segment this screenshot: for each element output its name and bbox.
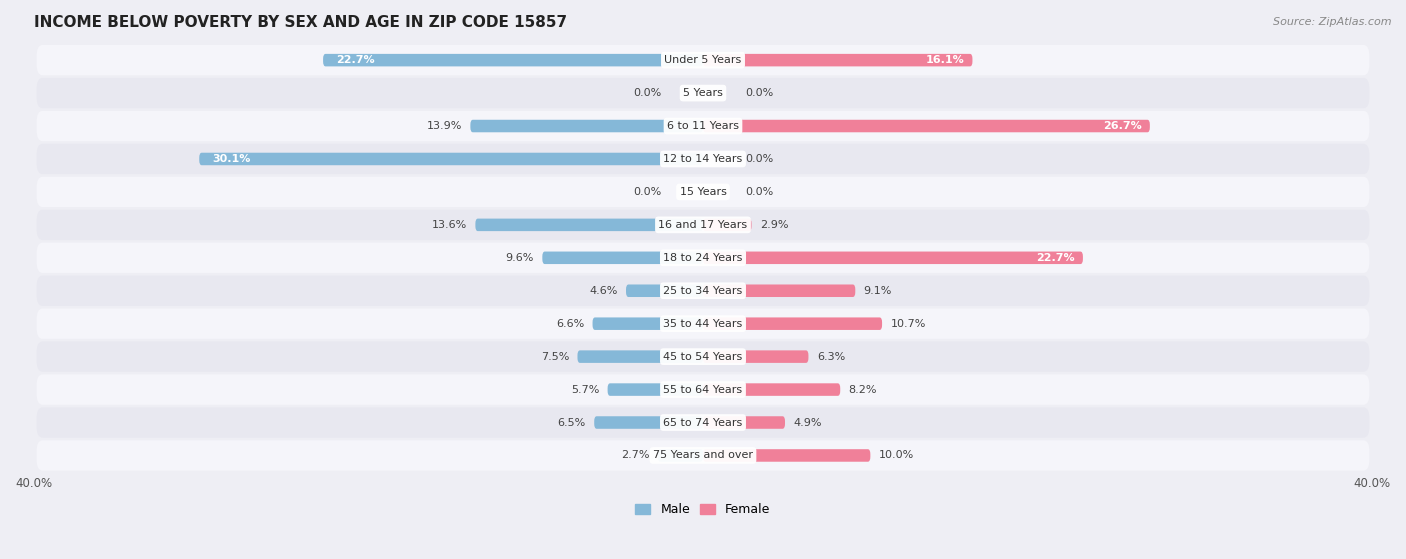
FancyBboxPatch shape <box>475 219 703 231</box>
Text: 6.6%: 6.6% <box>555 319 583 329</box>
FancyBboxPatch shape <box>37 408 1369 438</box>
FancyBboxPatch shape <box>578 350 703 363</box>
Text: Under 5 Years: Under 5 Years <box>665 55 741 65</box>
Text: 45 to 54 Years: 45 to 54 Years <box>664 352 742 362</box>
Text: 6 to 11 Years: 6 to 11 Years <box>666 121 740 131</box>
Legend: Male, Female: Male, Female <box>630 499 776 522</box>
FancyBboxPatch shape <box>37 375 1369 405</box>
FancyBboxPatch shape <box>200 153 703 165</box>
Text: 18 to 24 Years: 18 to 24 Years <box>664 253 742 263</box>
Text: 6.5%: 6.5% <box>558 418 586 428</box>
Text: 0.0%: 0.0% <box>745 187 773 197</box>
FancyBboxPatch shape <box>37 243 1369 273</box>
Text: 2.9%: 2.9% <box>759 220 789 230</box>
FancyBboxPatch shape <box>37 45 1369 75</box>
FancyBboxPatch shape <box>592 318 703 330</box>
Text: 4.6%: 4.6% <box>589 286 617 296</box>
Text: 9.1%: 9.1% <box>863 286 891 296</box>
Text: 2.7%: 2.7% <box>621 451 650 461</box>
Text: 0.0%: 0.0% <box>745 154 773 164</box>
FancyBboxPatch shape <box>37 342 1369 372</box>
FancyBboxPatch shape <box>37 210 1369 240</box>
FancyBboxPatch shape <box>543 252 703 264</box>
FancyBboxPatch shape <box>658 449 703 462</box>
FancyBboxPatch shape <box>703 449 870 462</box>
Text: 6.3%: 6.3% <box>817 352 845 362</box>
Text: 22.7%: 22.7% <box>1036 253 1074 263</box>
Text: 65 to 74 Years: 65 to 74 Years <box>664 418 742 428</box>
FancyBboxPatch shape <box>626 285 703 297</box>
FancyBboxPatch shape <box>37 276 1369 306</box>
FancyBboxPatch shape <box>703 54 973 67</box>
Text: 0.0%: 0.0% <box>633 88 661 98</box>
Text: 16 and 17 Years: 16 and 17 Years <box>658 220 748 230</box>
FancyBboxPatch shape <box>471 120 703 132</box>
FancyBboxPatch shape <box>703 350 808 363</box>
FancyBboxPatch shape <box>37 78 1369 108</box>
FancyBboxPatch shape <box>323 54 703 67</box>
Text: 15 Years: 15 Years <box>679 187 727 197</box>
FancyBboxPatch shape <box>37 177 1369 207</box>
Text: 5.7%: 5.7% <box>571 385 599 395</box>
Text: 8.2%: 8.2% <box>849 385 877 395</box>
Text: INCOME BELOW POVERTY BY SEX AND AGE IN ZIP CODE 15857: INCOME BELOW POVERTY BY SEX AND AGE IN Z… <box>34 15 567 30</box>
Text: 22.7%: 22.7% <box>336 55 375 65</box>
Text: 13.6%: 13.6% <box>432 220 467 230</box>
Text: 5 Years: 5 Years <box>683 88 723 98</box>
Text: 26.7%: 26.7% <box>1102 121 1142 131</box>
Text: 35 to 44 Years: 35 to 44 Years <box>664 319 742 329</box>
Text: 13.9%: 13.9% <box>426 121 463 131</box>
Text: 10.0%: 10.0% <box>879 451 914 461</box>
FancyBboxPatch shape <box>703 285 855 297</box>
FancyBboxPatch shape <box>37 111 1369 141</box>
FancyBboxPatch shape <box>703 120 1150 132</box>
Text: 55 to 64 Years: 55 to 64 Years <box>664 385 742 395</box>
Text: Source: ZipAtlas.com: Source: ZipAtlas.com <box>1274 17 1392 27</box>
FancyBboxPatch shape <box>37 144 1369 174</box>
FancyBboxPatch shape <box>607 383 703 396</box>
FancyBboxPatch shape <box>703 252 1083 264</box>
Text: 0.0%: 0.0% <box>633 187 661 197</box>
Text: 4.9%: 4.9% <box>793 418 823 428</box>
FancyBboxPatch shape <box>37 309 1369 339</box>
Text: 12 to 14 Years: 12 to 14 Years <box>664 154 742 164</box>
FancyBboxPatch shape <box>703 318 882 330</box>
Text: 75 Years and over: 75 Years and over <box>652 451 754 461</box>
FancyBboxPatch shape <box>703 219 752 231</box>
FancyBboxPatch shape <box>703 416 785 429</box>
Text: 16.1%: 16.1% <box>925 55 965 65</box>
Text: 25 to 34 Years: 25 to 34 Years <box>664 286 742 296</box>
Text: 10.7%: 10.7% <box>890 319 925 329</box>
Text: 7.5%: 7.5% <box>541 352 569 362</box>
Text: 30.1%: 30.1% <box>212 154 252 164</box>
FancyBboxPatch shape <box>37 440 1369 471</box>
FancyBboxPatch shape <box>595 416 703 429</box>
Text: 0.0%: 0.0% <box>745 88 773 98</box>
Text: 9.6%: 9.6% <box>506 253 534 263</box>
FancyBboxPatch shape <box>703 383 841 396</box>
